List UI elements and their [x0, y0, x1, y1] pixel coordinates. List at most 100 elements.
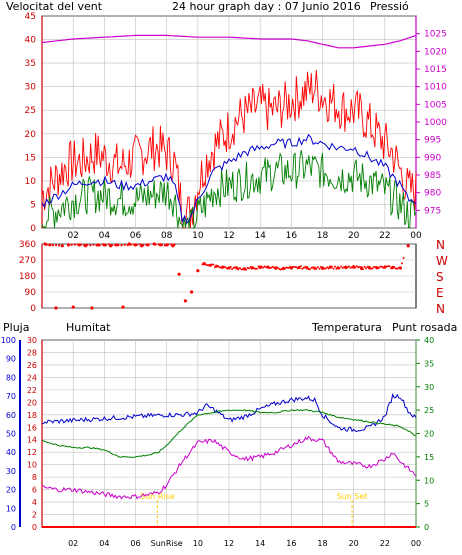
direction-sample: [326, 266, 329, 269]
direction-sample: [126, 244, 129, 247]
direction-sample: [387, 265, 389, 268]
direction-sample: [388, 265, 391, 268]
direction-sample: [346, 266, 349, 269]
direction-sample: [254, 267, 257, 270]
direction-sample: [215, 265, 218, 268]
direction-sample: [391, 265, 394, 268]
direction-sample: [302, 266, 305, 269]
compass-label: S: [436, 270, 444, 284]
direction-sample: [318, 267, 321, 270]
thermo-x-tick-label: 02: [68, 539, 78, 548]
direction-sample: [330, 265, 333, 268]
thermo-x-tick-label: 12: [224, 539, 234, 548]
pressure-y-tick-label: 1015: [424, 65, 447, 75]
direction-sample: [237, 268, 240, 271]
compass-label: W: [436, 254, 448, 268]
direction-sample: [313, 266, 316, 269]
direction-sample: [201, 263, 204, 266]
direction-sample: [335, 267, 338, 270]
direction-sample: [218, 266, 221, 269]
rain-y-tick-label: 8: [32, 473, 37, 482]
temperature-y-tick-label: 20: [424, 430, 434, 439]
wind-y-tick-label: 35: [25, 59, 36, 69]
direction-sample: [238, 267, 241, 270]
direction-sample: [354, 266, 357, 269]
direction-sample: [210, 263, 213, 266]
direction-sample: [104, 244, 107, 247]
direction-sample: [310, 266, 313, 269]
direction-sample: [157, 243, 160, 246]
direction-sample: [217, 265, 220, 268]
direction-sample: [123, 243, 126, 246]
direction-sample: [296, 267, 299, 270]
wind-y-tick-label: 20: [25, 130, 37, 140]
direction-sample: [136, 243, 139, 246]
direction-sample: [212, 263, 215, 266]
direction-sample: [89, 244, 92, 247]
rain-y-tick-label: 18: [27, 411, 37, 420]
wind-y-tick-label: 0: [30, 224, 36, 234]
thermo-x-tick-label: 14: [255, 539, 265, 548]
rain-y-tick-label: 24: [27, 373, 37, 382]
direction-sample: [73, 243, 76, 246]
direction-sample: [309, 268, 311, 271]
direction-sample: [319, 266, 322, 268]
direction-sample: [221, 266, 224, 269]
direction-sample: [226, 267, 229, 270]
direction-point: [146, 243, 150, 247]
direction-sample: [256, 267, 258, 270]
rain-y-tick-label: 2: [32, 511, 37, 520]
thermo-x-tick-label: 06: [130, 539, 140, 548]
direction-sample: [209, 264, 212, 267]
wind-x-tick-label: 08: [161, 231, 173, 241]
wind-x-tick-label: 20: [348, 231, 360, 241]
direction-sample: [348, 265, 350, 268]
direction-sample: [288, 266, 291, 268]
temperature-title: Temperatura: [311, 321, 382, 334]
direction-sample: [173, 243, 176, 246]
wind-x-tick-label: 00: [410, 231, 422, 241]
direction-sample: [83, 244, 86, 247]
direction-sample: [290, 266, 293, 269]
temperature-y-tick-label: 5: [424, 500, 429, 509]
direction-sample: [273, 266, 276, 269]
direction-sample: [235, 266, 238, 269]
direction-sample: [363, 265, 366, 268]
humidity-y-tick-label: 100: [1, 336, 16, 345]
direction-sample: [274, 267, 277, 270]
direction-sample: [251, 266, 254, 269]
temperature-y-tick-label: 30: [424, 383, 434, 392]
direction-sample: [271, 265, 274, 268]
temperature-y-tick-label: 10: [424, 476, 434, 485]
direction-point: [60, 244, 64, 248]
humidity-y-tick-label: 40: [6, 448, 16, 457]
direction-sample: [396, 267, 399, 270]
wind-y-tick-label: 40: [25, 36, 37, 46]
date-title: 24 hour graph day : 07 Junio 2016: [172, 0, 361, 13]
wind-y-tick-label: 45: [25, 12, 36, 22]
direction-y-tick-label: 90: [25, 288, 37, 298]
direction-sample: [129, 243, 132, 246]
dew-point-line: [41, 435, 417, 500]
thermo-x-tick-label: 04: [99, 539, 109, 548]
direction-sample: [223, 265, 226, 268]
humidity-y-tick-label: 90: [6, 355, 16, 364]
direction-y-tick-label: 0: [30, 304, 36, 314]
direction-sample: [79, 243, 83, 246]
direction-sample: [120, 244, 123, 247]
direction-sample: [263, 265, 266, 268]
direction-sample: [397, 266, 400, 269]
direction-point: [196, 269, 200, 273]
direction-sample: [374, 266, 377, 269]
direction-sample: [390, 267, 393, 270]
compass-label: N: [436, 302, 445, 316]
humidity-line: [41, 392, 417, 433]
direction-sample: [229, 265, 232, 268]
wind-y-tick-label: 5: [30, 200, 36, 210]
direction-point: [90, 306, 94, 310]
direction-sample: [377, 267, 380, 270]
direction-sample: [362, 268, 364, 271]
direction-sample: [324, 267, 327, 270]
direction-sample: [203, 263, 206, 266]
direction-sample: [224, 266, 227, 269]
